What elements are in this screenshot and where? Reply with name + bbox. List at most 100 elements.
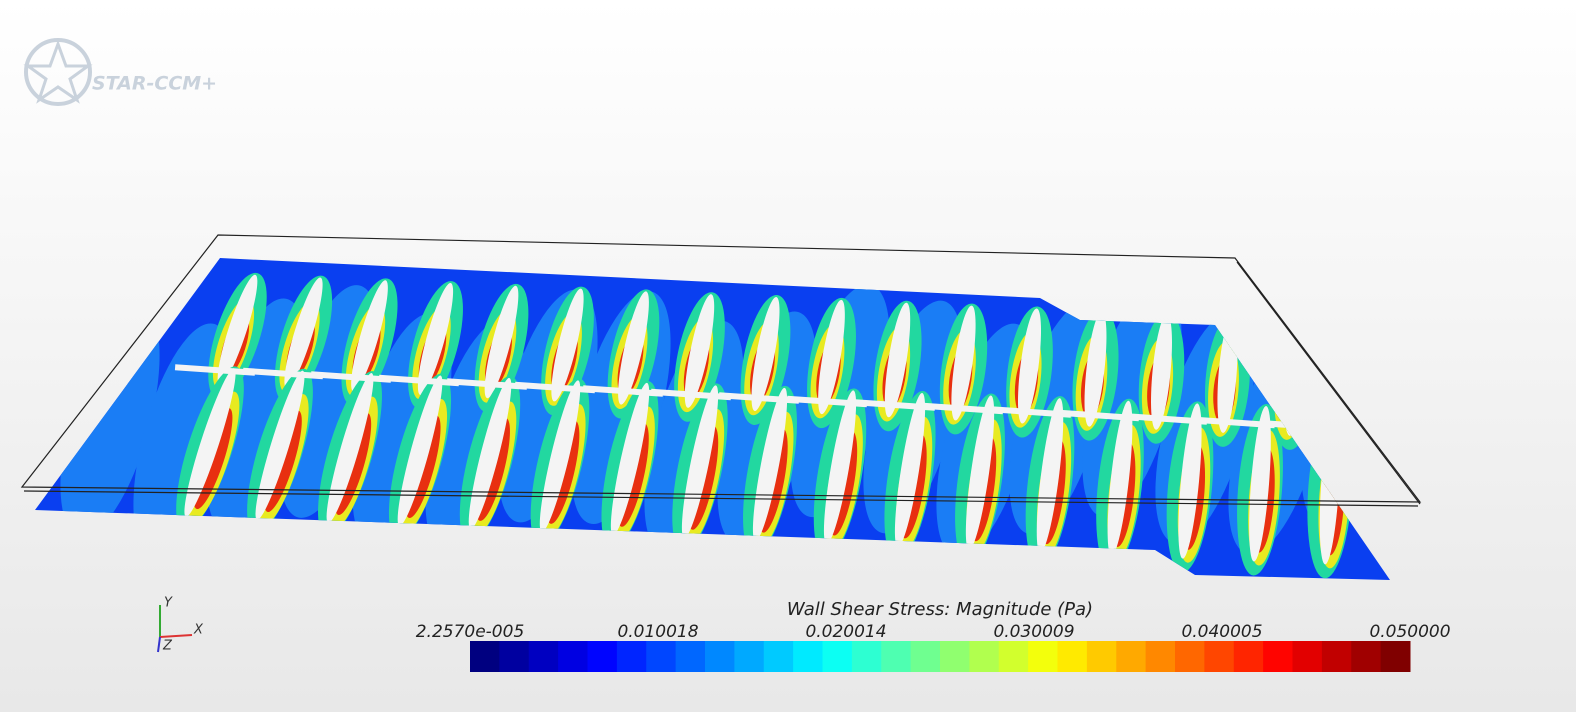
spar [650,388,732,401]
blade [184,368,236,517]
colorbar-segment [998,641,1029,672]
colorbar-segment [616,641,647,672]
colorbar-segment [910,641,941,672]
blade [1084,311,1107,427]
box-outline [20,234,1422,503]
box-edge [23,490,1419,507]
blade [681,385,719,539]
flow-region [133,323,233,557]
logo-text: STAR-CCM+ [92,73,217,95]
colorbar-segment [1116,641,1147,672]
spar [174,364,256,376]
z-axis [157,636,161,653]
colorbar-segment [528,641,559,672]
colorbar-segment [1057,641,1088,672]
blade [468,377,512,530]
colorbar-segment [822,641,853,672]
colorbar-segment [1175,641,1205,672]
colorbar-tick-label: 0.050000 [1369,622,1450,642]
spar [582,385,664,397]
blade [484,285,519,399]
x-axis [159,634,193,638]
colorbar-segment [1380,641,1411,672]
blade [818,299,845,415]
spar [786,395,868,408]
blade [684,294,715,408]
blade [884,302,911,418]
colorbar-segment [851,641,882,672]
z-label: Z [162,639,173,654]
colorbar-segment [1263,641,1293,672]
colorbar-segment [1321,641,1352,672]
blade [284,277,323,389]
blade [417,283,454,395]
colorbar-segment [675,641,706,672]
blade [618,291,649,405]
logo-star [23,39,93,104]
colorbar-segment [558,641,588,672]
x-label: X [193,623,204,638]
colorbar-segment [1233,641,1264,672]
colorbar-segment [470,641,500,672]
spar [1194,416,1276,429]
axis-triad: Y X Z [157,596,204,654]
blade [255,370,305,520]
colorbar-segment [969,641,1000,672]
blade [894,392,926,548]
blade [326,373,374,523]
spar [1058,409,1140,422]
blade [951,305,976,421]
plate-field [35,258,1390,580]
colorbar-segment [1204,641,1235,672]
colorbar-segment [793,641,823,672]
blade [1249,405,1271,562]
colorbar-segment [705,641,735,672]
colorbar: 2.2570e-005 0.010018 0.020014 0.030009 0.040… [416,622,1451,672]
bounding-box [20,234,1422,507]
colorbar-tick-label: 0.030009 [993,622,1074,642]
blade [752,387,788,542]
colorbar-segment [1292,641,1323,672]
y-label: Y [164,596,173,611]
spar [310,371,392,383]
colorbar-tick-label: 0.040005 [1181,622,1262,642]
blade [539,380,581,533]
colorbar-segment [1028,641,1058,672]
colorbar-tick-label: 2.2570e-005 [416,622,525,642]
spar [1126,413,1208,425]
blade [551,288,584,402]
blade [1178,403,1202,559]
colorbar-segment [587,641,618,672]
blade [1151,314,1172,430]
logo: STAR-CCM+ [23,38,217,106]
colorbar-segment [646,641,677,672]
blade [823,390,857,545]
spar [922,402,1004,415]
colorbar-segment [1086,641,1117,672]
colorbar-segment [1351,641,1382,672]
blade [351,280,388,392]
spar [990,406,1072,418]
box-edge [1236,261,1421,505]
spar [446,378,528,390]
blade [1036,398,1064,553]
colorbar-tick-label: 0.020014 [805,622,886,642]
blade [965,395,995,550]
colorbar-segment [499,641,530,672]
blade [1107,400,1133,556]
spar [718,392,800,404]
spar [242,367,324,380]
blade [1017,308,1042,424]
spar [514,381,596,394]
blade [217,274,258,386]
blade [751,297,780,411]
colorbar-segment [940,641,970,672]
colorbar-segment [763,641,794,672]
colorbar-tick-label: 0.010018 [617,622,698,642]
spar [854,399,936,411]
spar [378,374,460,387]
colorbar-segment [734,641,765,672]
colorbar-title: Wall Shear Stress: Magnitude (Pa) [787,599,1093,620]
